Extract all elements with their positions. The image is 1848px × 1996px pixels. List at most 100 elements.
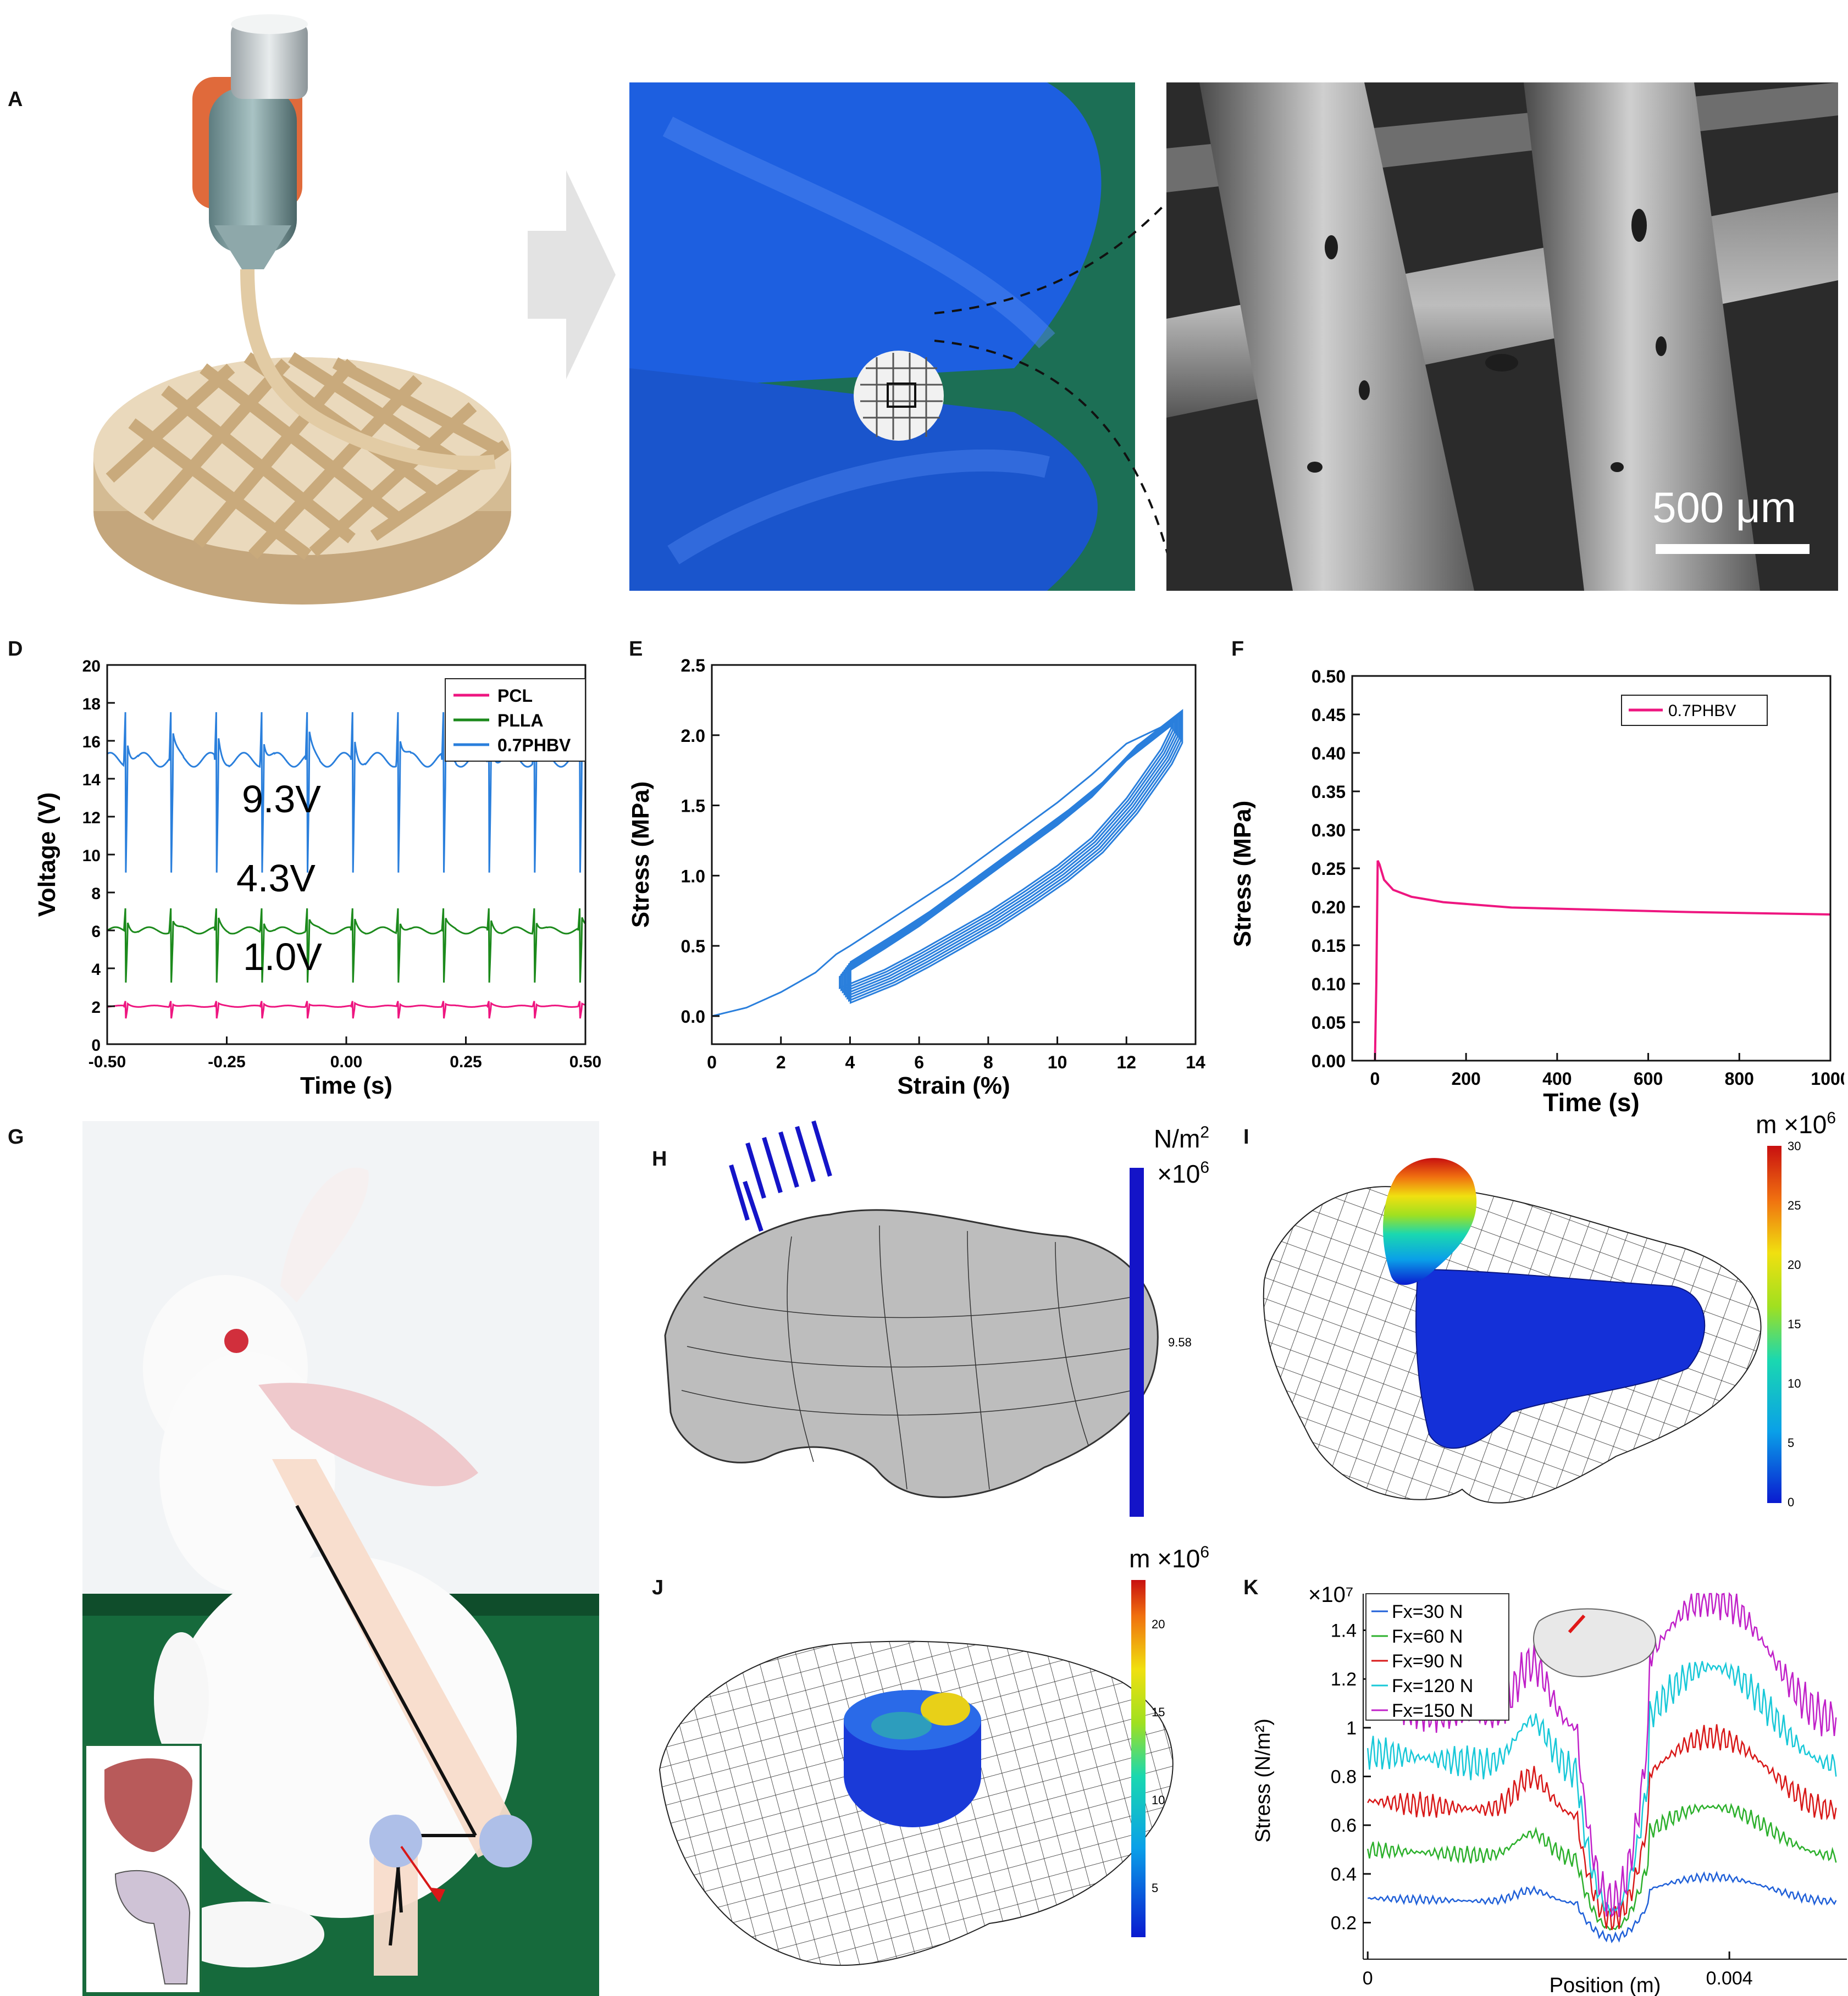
xtick-label: -0.50 xyxy=(88,1053,126,1071)
xtick-label: -0.25 xyxy=(208,1053,245,1071)
ytick-label: 20 xyxy=(82,657,101,675)
chart-d-annotation-pcl: 1.0V xyxy=(243,935,322,978)
legend-f-phbv: 0.7PHBV xyxy=(1668,702,1736,720)
xtick-label: 800 xyxy=(1725,1069,1754,1089)
ytick-label: 1.4 xyxy=(1331,1621,1357,1642)
colorbar-j xyxy=(1131,1580,1146,1937)
panel-i-displacement-model: 30 25 20 15 10 5 0 m ×106 xyxy=(1253,1105,1847,1555)
applied-load-arrows xyxy=(729,1120,832,1232)
xtick-label: 400 xyxy=(1542,1069,1572,1089)
ytick-label: 0.0 xyxy=(681,1007,705,1027)
svg-text:20: 20 xyxy=(1152,1617,1165,1631)
ytick-label: 8 xyxy=(91,885,101,903)
nozzle-body xyxy=(209,88,297,253)
panel-c-sem-image: 500 μm xyxy=(1166,82,1838,591)
condyle-mesh xyxy=(664,1209,1159,1498)
svg-text:25: 25 xyxy=(1788,1199,1801,1212)
rabbit-ear-upper xyxy=(280,1167,369,1302)
ytick-label: 0.8 xyxy=(1331,1767,1357,1788)
chart-e-xlabel: Strain (%) xyxy=(897,1072,1010,1099)
loading-curve xyxy=(711,723,1169,1017)
colorbar-j-unit: m ×106 xyxy=(1129,1543,1209,1573)
chart-k-inset-mesh xyxy=(1533,1608,1656,1677)
zoom-lines xyxy=(934,191,1177,567)
panel-label-f: F xyxy=(1231,637,1244,661)
gloved-fingers-photo xyxy=(629,82,1102,591)
panel-a-printing-illustration xyxy=(66,5,561,626)
chart-e-ylabel: Stress (MPa) xyxy=(627,781,654,928)
ytick-label: 2.5 xyxy=(681,656,705,675)
legend-plla: PLLA xyxy=(497,711,544,730)
ytick-label: 0.05 xyxy=(1312,1013,1346,1033)
chart-f-frame xyxy=(1351,675,1832,1062)
chart-d-frame xyxy=(106,664,587,1045)
xtick-label: 0.00 xyxy=(330,1053,362,1071)
svg-text:15: 15 xyxy=(1152,1705,1165,1719)
series-line-plla xyxy=(107,908,586,983)
series-line-pcl xyxy=(107,1001,585,1019)
chart-k-legend: Fx=30 N Fx=60 N Fx=90 N Fx=120 N Fx=150 N xyxy=(1365,1593,1509,1721)
lower-glove-finger xyxy=(629,368,1098,591)
implant-displacement-model: 20 15 10 5 m ×106 xyxy=(659,1543,1209,1966)
chart-d-legend: PCL PLLA 0.7PHBV xyxy=(445,678,586,762)
colorbar-j-ticks: 20 15 10 5 xyxy=(1152,1617,1165,1895)
ytick-label: 0.00 xyxy=(1312,1051,1346,1071)
vertical-fiber-left xyxy=(1199,82,1474,591)
ytick-label: 6 xyxy=(91,923,101,941)
ytick-label: 0.40 xyxy=(1312,744,1346,763)
panel-label-k: K xyxy=(1243,1576,1259,1599)
hip-joint-marker xyxy=(369,1815,422,1867)
scale-bar xyxy=(1656,544,1810,554)
ytick-label: 0.2 xyxy=(1331,1913,1357,1934)
rabbit-eye xyxy=(224,1329,248,1353)
panel-g-rabbit-photo xyxy=(82,1121,599,1996)
scaffold-printing-drawing xyxy=(93,14,511,605)
chart-d-ylabel: Voltage (V) xyxy=(34,792,60,917)
colorbar-h-unit: N/m2 xyxy=(1154,1123,1209,1153)
ytick-label: 2.0 xyxy=(681,726,705,746)
chart-f-stress-relaxation: 0.00 0.05 0.10 0.15 0.20 0.25 0.30 0.35 0.40 0.45… xyxy=(1229,667,1844,1117)
series-line-fx-4 xyxy=(1366,1661,1837,1916)
ytick-label: 1.5 xyxy=(681,796,705,816)
ytick-label: 18 xyxy=(82,695,101,713)
vertical-fiber-right xyxy=(1524,82,1760,591)
ytick-label: 0.20 xyxy=(1312,897,1346,917)
legend-pcl: PCL xyxy=(497,686,533,706)
panel-label-e: E xyxy=(629,637,643,661)
chart-f-xlabel: Time (s) xyxy=(1543,1088,1640,1117)
ytick-label: 0.45 xyxy=(1312,705,1346,725)
svg-text:10: 10 xyxy=(1788,1377,1801,1390)
xtick-label: 10 xyxy=(1048,1052,1067,1072)
legend-label: Fx=120 N xyxy=(1392,1676,1473,1696)
chart-f-legend: 0.7PHBV xyxy=(1621,695,1768,726)
ytick-label: 2 xyxy=(91,999,101,1017)
displacement-body xyxy=(1415,1268,1706,1449)
legend-label: Fx=90 N xyxy=(1392,1651,1463,1672)
ytick-label: 14 xyxy=(82,771,101,789)
sem-fiber-image: 500 μm xyxy=(1166,82,1838,591)
displacement-hotspot xyxy=(1383,1158,1477,1285)
xtick-label: 200 xyxy=(1451,1069,1480,1089)
relaxation-curve xyxy=(1374,860,1831,1061)
scaffold-disk xyxy=(854,351,944,441)
panel-label-i: I xyxy=(1243,1125,1249,1149)
colorbar-i xyxy=(1767,1146,1781,1503)
rabbit-ear-lower xyxy=(258,1383,478,1487)
chart-f-ylabel: Stress (MPa) xyxy=(1229,801,1256,947)
xtick-label: 0.25 xyxy=(450,1053,482,1071)
xtick-label: 2 xyxy=(776,1052,786,1072)
ytick-label: 12 xyxy=(82,809,101,827)
hysteresis-loop xyxy=(849,709,1183,1004)
xtick-label: 4 xyxy=(845,1052,855,1072)
printed-filament xyxy=(240,269,496,470)
legend-label: Fx=150 N xyxy=(1392,1700,1473,1721)
xtick-label: 0 xyxy=(1370,1069,1380,1089)
legend-label: Fx=60 N xyxy=(1392,1626,1463,1647)
process-arrow xyxy=(528,170,616,379)
svg-text:10: 10 xyxy=(1152,1793,1165,1807)
svg-text:5: 5 xyxy=(1788,1436,1794,1450)
ytick-label: 0.25 xyxy=(1312,859,1346,879)
chart-k-multiplier: ×10⁷ xyxy=(1308,1583,1353,1607)
ytick-label: 1 xyxy=(1346,1718,1357,1739)
svg-text:5: 5 xyxy=(1152,1881,1158,1895)
